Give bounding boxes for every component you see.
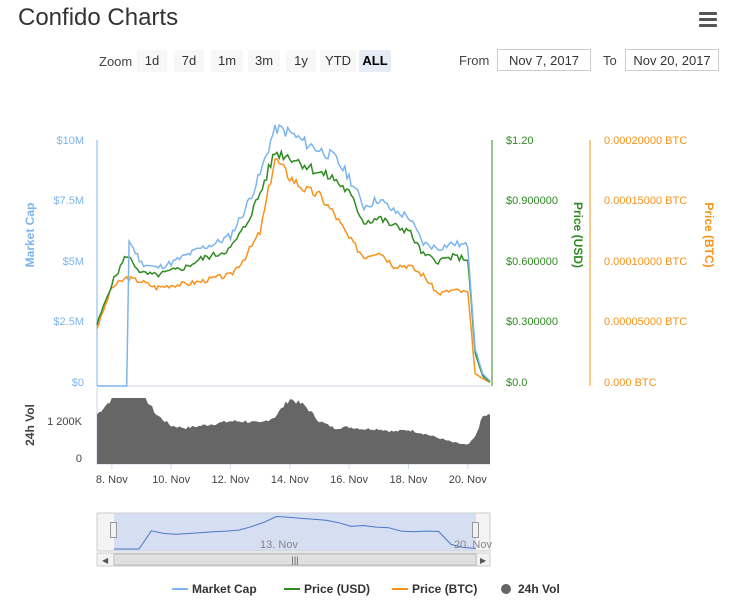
price-btc-tick: 0.00005000 BTC bbox=[604, 316, 687, 328]
price-usd-tick: $1.20 bbox=[506, 135, 534, 147]
legend-item-market-cap[interactable]: Market Cap bbox=[172, 582, 257, 596]
to-label: To bbox=[603, 53, 617, 68]
market-cap-tick: $5M bbox=[63, 256, 84, 268]
x-tick-label: 14. Nov bbox=[271, 474, 309, 486]
to-date-input[interactable]: Nov 20, 2017 bbox=[625, 49, 719, 71]
hamburger-menu-icon[interactable] bbox=[699, 12, 717, 28]
volume-area bbox=[97, 398, 490, 464]
from-date-input[interactable]: Nov 7, 2017 bbox=[497, 49, 591, 71]
price-usd-tick: $0.300000 bbox=[506, 316, 558, 328]
market-cap-axis-title: Market Cap bbox=[23, 203, 37, 268]
price-usd-line bbox=[96, 148, 491, 383]
price-btc-tick: 0.00010000 BTC bbox=[604, 256, 687, 268]
volume-tick: 0 bbox=[76, 453, 82, 465]
legend-label: 24h Vol bbox=[518, 582, 560, 596]
price-usd-tick: $0.900000 bbox=[506, 195, 558, 207]
legend: Market Cap Price (USD) Price (BTC) 24h V… bbox=[172, 582, 560, 596]
zoom-1y-button[interactable]: 1y bbox=[286, 50, 316, 72]
navigator-scrollbar-thumb bbox=[113, 553, 477, 566]
legend-label: Price (USD) bbox=[304, 582, 370, 596]
market-cap-tick: $10M bbox=[56, 135, 84, 147]
price-usd-axis-title: Price (USD) bbox=[571, 202, 585, 268]
from-label: From bbox=[459, 53, 490, 68]
navigator-scrollbar-track bbox=[96, 552, 491, 567]
x-tick-label: 20. Nov bbox=[449, 474, 487, 486]
price-usd-tick: $0.600000 bbox=[506, 256, 558, 268]
zoom-all-button[interactable]: ALL bbox=[359, 50, 391, 72]
price-btc-tick: 0.00020000 BTC bbox=[604, 135, 687, 147]
scrollbar-left-arrow-icon: ◀ bbox=[102, 556, 109, 565]
price-btc-axis-title: Price (BTC) bbox=[702, 202, 716, 267]
x-tick-label: 12. Nov bbox=[212, 474, 250, 486]
zoom-1m-button[interactable]: 1m bbox=[211, 50, 243, 72]
x-tick-label: 10. Nov bbox=[152, 474, 190, 486]
legend-item-price-usd[interactable]: Price (USD) bbox=[284, 582, 370, 596]
market-cap-line bbox=[97, 123, 491, 387]
zoom-label: Zoom bbox=[99, 54, 133, 69]
navigator-background bbox=[96, 512, 491, 552]
scrollbar-right-arrow-icon: ▶ bbox=[480, 556, 487, 565]
volume-tick: 1 200K bbox=[47, 416, 83, 428]
price-btc-tick: 0.00015000 BTC bbox=[604, 195, 687, 207]
zoom-ytd-button[interactable]: YTD bbox=[320, 50, 356, 72]
market-cap-tick: $7.5M bbox=[53, 195, 84, 207]
legend-item-24h-vol[interactable]: 24h Vol bbox=[501, 582, 560, 596]
x-tick-label: 18. Nov bbox=[389, 474, 427, 486]
navigator-date-label: 13. Nov bbox=[260, 539, 298, 551]
legend-item-price-btc[interactable]: Price (BTC) bbox=[392, 582, 477, 596]
x-tick-label: 8. Nov bbox=[96, 474, 128, 486]
zoom-7d-button[interactable]: 7d bbox=[174, 50, 204, 72]
navigator-series-line bbox=[114, 515, 477, 550]
page-title: Confido Charts bbox=[18, 4, 179, 31]
navigator-right-handle[interactable] bbox=[472, 522, 479, 538]
navigator-left-handle[interactable] bbox=[110, 522, 117, 538]
x-tick-label: 16. Nov bbox=[330, 474, 368, 486]
legend-label: Market Cap bbox=[192, 582, 257, 596]
market-cap-tick: $0 bbox=[72, 377, 84, 389]
legend-label: Price (BTC) bbox=[412, 582, 477, 596]
zoom-1d-button[interactable]: 1d bbox=[137, 50, 167, 72]
price-usd-tick: $0.0 bbox=[506, 377, 527, 389]
navigator-date-label: 20. Nov bbox=[454, 539, 492, 551]
zoom-3m-button[interactable]: 3m bbox=[248, 50, 280, 72]
scrollbar-grip-icon: ||| bbox=[291, 555, 298, 565]
market-cap-tick: $2.5M bbox=[53, 316, 84, 328]
price-btc-line bbox=[96, 158, 491, 383]
navigator-selection-mask bbox=[114, 513, 476, 551]
price-btc-tick: 0.000 BTC bbox=[604, 377, 657, 389]
volume-axis-title: 24h Vol bbox=[23, 404, 37, 446]
